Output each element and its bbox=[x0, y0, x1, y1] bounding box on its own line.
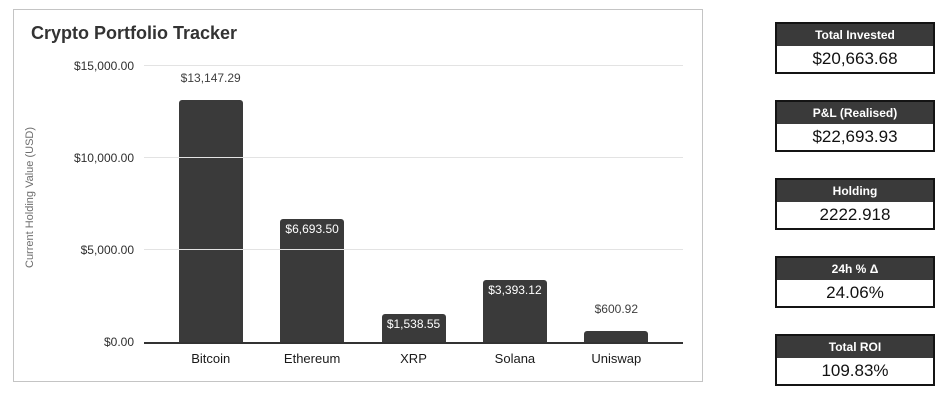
stat-card-header-total-roi: Total ROI bbox=[777, 336, 933, 358]
y-tick-label: $10,000.00 bbox=[73, 151, 134, 165]
stat-card-header-total-invested: Total Invested bbox=[777, 24, 933, 46]
bar-value-label-solana: $3,393.12 bbox=[488, 282, 542, 297]
stat-card-value-pnl-realised: $22,693.93 bbox=[812, 127, 898, 146]
x-axis-label-xrp: XRP bbox=[400, 351, 427, 366]
chart-title: Crypto Portfolio Tracker bbox=[31, 23, 238, 43]
bar-band-bitcoin: $13,147.29 bbox=[160, 68, 261, 342]
stat-card-24h-pct-change: 24h % Δ 24.06% bbox=[775, 256, 935, 308]
x-axis-label-bitcoin: Bitcoin bbox=[191, 351, 231, 366]
gridline bbox=[144, 249, 683, 250]
gridline bbox=[144, 157, 683, 158]
stat-card-value-holding: 2222.918 bbox=[819, 205, 891, 224]
stats-cards: Total Invested $20,663.68 P&L (Realised) $2… bbox=[775, 0, 935, 386]
y-tick-label: $5,000.00 bbox=[80, 243, 134, 257]
bar-uniswap bbox=[584, 330, 649, 342]
y-tick-label: $0.00 bbox=[103, 335, 134, 349]
bar-bitcoin bbox=[178, 100, 243, 342]
stat-card-value-24h-pct-change: 24.06% bbox=[826, 283, 884, 302]
bar-band-uniswap: $600.92 bbox=[566, 68, 667, 342]
bars-row: $13,147.29 $6,693.50 $1,538.55 $3,393.12 $60… bbox=[144, 68, 683, 342]
gridline bbox=[144, 65, 683, 66]
stat-card-value-total-invested: $20,663.68 bbox=[812, 49, 898, 68]
stat-card-holding: Holding 2222.918 bbox=[775, 178, 935, 230]
y-tick-label: $15,000.00 bbox=[73, 59, 134, 73]
bar-value-label-uniswap: $600.92 bbox=[594, 301, 639, 316]
bar-xrp bbox=[381, 313, 446, 342]
stat-card-header-pnl-realised: P&L (Realised) bbox=[777, 102, 933, 124]
bar-band-solana: $3,393.12 bbox=[464, 68, 565, 342]
bar-band-xrp: $1,538.55 bbox=[363, 68, 464, 342]
stat-card-value-total-roi: 109.83% bbox=[821, 361, 889, 380]
x-axis-labels: Bitcoin Ethereum XRP Solana Uniswap bbox=[144, 351, 683, 366]
plot-area: $13,147.29 $6,693.50 $1,538.55 $3,393.12 $60… bbox=[74, 59, 683, 366]
bar-value-label-ethereum: $6,693.50 bbox=[285, 221, 339, 236]
bar-value-label-xrp: $1,538.55 bbox=[386, 316, 441, 331]
x-axis-label-uniswap: Uniswap bbox=[591, 351, 642, 366]
x-axis-label-ethereum: Ethereum bbox=[283, 351, 341, 366]
bar-value-label-bitcoin: $13,147.29 bbox=[180, 71, 241, 86]
stat-card-total-roi: Total ROI 109.83% bbox=[775, 334, 935, 386]
stat-card-header-24h-pct-change: 24h % Δ bbox=[777, 258, 933, 280]
stat-card-total-invested: Total Invested $20,663.68 bbox=[775, 22, 935, 74]
crypto-portfolio-chart-panel[interactable]: Crypto Portfolio Tracker Current Holding… bbox=[13, 9, 703, 382]
stat-card-pnl-realised: P&L (Realised) $22,693.93 bbox=[775, 100, 935, 152]
stat-card-header-holding: Holding bbox=[777, 180, 933, 202]
bar-solana bbox=[482, 279, 547, 342]
bar-ethereum bbox=[280, 218, 345, 342]
bar-band-ethereum: $6,693.50 bbox=[261, 68, 362, 342]
x-axis-label-solana: Solana bbox=[494, 351, 536, 366]
y-axis-title: Current Holding Value (USD) bbox=[24, 126, 36, 268]
